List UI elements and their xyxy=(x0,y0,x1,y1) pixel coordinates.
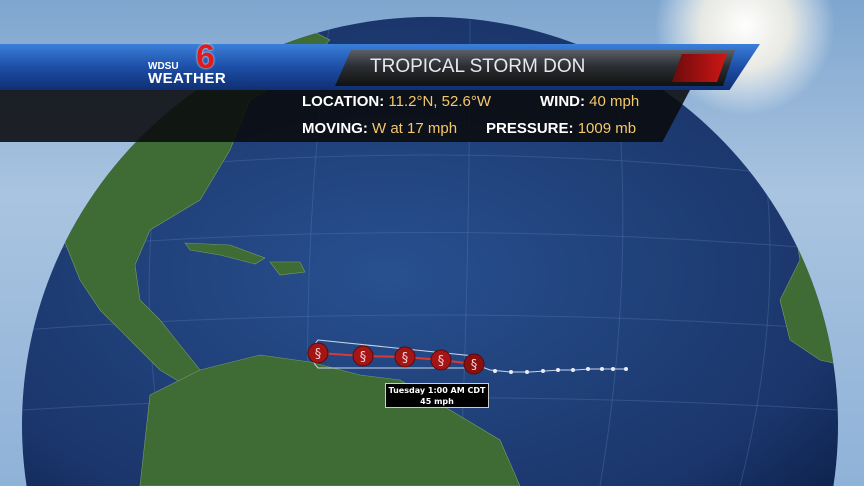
location-row: LOCATION: 11.2°N, 52.6°W xyxy=(302,93,491,110)
channel-number: 6 xyxy=(196,38,215,76)
hurricane-symbol-icon[interactable]: § xyxy=(430,349,452,371)
moving-row: MOVING: W at 17 mph xyxy=(302,120,457,137)
title-banner: 6 WDSU WEATHER TROPICAL STORM DON xyxy=(0,38,864,90)
title-bar xyxy=(335,50,735,86)
hurricane-symbol-icon[interactable]: § xyxy=(307,342,329,364)
wind-value: 40 mph xyxy=(589,93,640,110)
greenland xyxy=(450,0,500,15)
pressure-label: PRESSURE: xyxy=(486,120,574,137)
brand-name: WEATHER xyxy=(148,70,227,87)
location-label: LOCATION: xyxy=(302,93,385,110)
past-track-points xyxy=(493,367,628,374)
past-track-line xyxy=(473,363,626,373)
storm-info-panel xyxy=(0,90,690,142)
storm-title: TROPICAL STORM DON xyxy=(370,56,586,77)
svg-text:§: § xyxy=(402,351,409,366)
tooltip-time: Tuesday 1:00 AM CDT xyxy=(388,386,486,395)
station-logo: 6 WDSU WEATHER xyxy=(148,38,258,88)
south-america xyxy=(139,354,521,486)
svg-text:§: § xyxy=(360,350,367,365)
wind-row: WIND: 40 mph xyxy=(540,93,639,110)
hurricane-symbol-icon[interactable]: § xyxy=(352,345,374,367)
svg-text:§: § xyxy=(315,347,322,362)
svg-text:§: § xyxy=(471,358,478,373)
moving-value: W at 17 mph xyxy=(372,120,458,137)
storm-track: § § § § § xyxy=(307,339,628,375)
svg-text:§: § xyxy=(438,354,445,369)
wind-label: WIND: xyxy=(540,93,585,110)
cuba xyxy=(184,242,266,265)
moving-label: MOVING: xyxy=(302,120,368,137)
tooltip-wind: 45 mph xyxy=(420,397,454,406)
pressure-row: PRESSURE: 1009 mb xyxy=(486,120,636,137)
hispaniola xyxy=(269,261,306,276)
forecast-tooltip: Tuesday 1:00 AM CDT 45 mph xyxy=(385,383,489,408)
hurricane-symbol-icon[interactable]: § xyxy=(394,346,416,368)
location-value: 11.2°N, 52.6°W xyxy=(388,93,491,110)
pressure-value: 1009 mb xyxy=(577,120,637,137)
storm-current-position-icon[interactable]: § xyxy=(463,353,485,375)
station-name: WDSU xyxy=(148,61,179,72)
red-accent xyxy=(672,54,727,82)
